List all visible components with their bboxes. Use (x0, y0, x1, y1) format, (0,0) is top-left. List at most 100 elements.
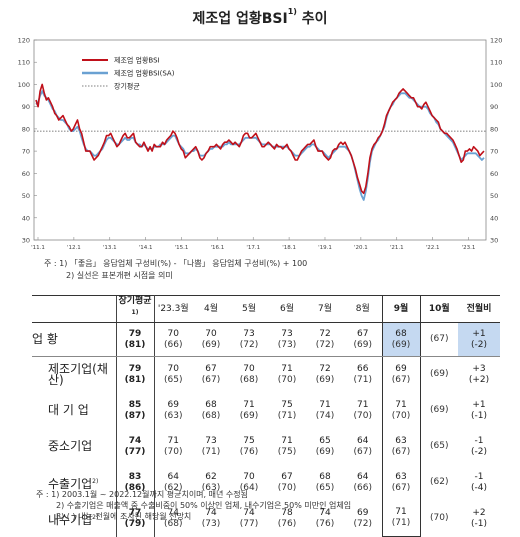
cell-diff: +1 (-1) (471, 399, 487, 421)
x-tick-label: '23.1 (462, 245, 476, 251)
cell-month: 73 (73) (268, 322, 306, 357)
cell-month: 74 (77) (239, 507, 259, 529)
y-tick-label-left: 110 (18, 59, 30, 67)
x-tick-label: '16.1 (210, 245, 224, 251)
cell-month: 73 (71) (201, 435, 221, 457)
row-label: 내수기업2) (48, 512, 99, 527)
chart-title: 제조업 업황BSI1) 추이 (192, 7, 328, 27)
y-tick-label-right: 60 (490, 170, 498, 178)
cell-month: 69 (72) (353, 507, 372, 529)
x-tick-label: '11.1 (31, 245, 45, 251)
cell-month: 68 (69) (381, 322, 421, 357)
x-tick-label: '18.1 (282, 245, 296, 251)
y-tick-label-left: 50 (22, 192, 30, 200)
legend-label: 장기평균 (114, 82, 140, 91)
cell-month: 68 (68) (201, 399, 221, 421)
table-note-3: 3) ( ) 내는 전월에 조사된 해당월 전망치 (56, 512, 192, 521)
cell-month: 74 (73) (201, 507, 221, 529)
x-tick-label: '17.1 (246, 245, 260, 251)
cell-month: 70 (68) (239, 363, 259, 385)
y-tick-label-right: 80 (490, 125, 498, 133)
y-tick-label-left: 70 (22, 148, 30, 156)
title-footnote-mark: 1) (287, 7, 297, 16)
header-col: '23.3월 (154, 295, 192, 323)
x-tick-label: '12.1 (67, 245, 81, 251)
cell-month: 67 (69) (344, 322, 382, 357)
cell-month: 71 (70) (381, 392, 421, 429)
table-row: 업 황 79 (81) 70 (66) 70 (69) 73 (72) 73 (73) 72 (72) 6… (32, 322, 500, 357)
x-tick-label: '19.1 (318, 245, 332, 251)
cell-month: (62) (430, 477, 449, 487)
cell-diff: +2 (-1) (471, 507, 487, 529)
row-label: 업 황 (32, 322, 116, 357)
cell-month: 69 (63) (164, 399, 183, 421)
cell-month: 73 (72) (230, 322, 268, 357)
x-tick-label: '14.1 (139, 245, 153, 251)
plot-frame (33, 39, 487, 241)
cell-month: 75 (71) (277, 399, 297, 421)
header-col-current: 9월 (381, 295, 421, 323)
cell-month: 71 (75) (277, 435, 297, 457)
header-col: 8월 (344, 295, 382, 323)
cell-month: 64 (66) (353, 471, 372, 493)
legend-label: 제조업 업황BSI (114, 56, 160, 65)
x-tick-label: '13.1 (103, 245, 117, 251)
x-tick-label: '15.1 (175, 245, 189, 251)
cell-month: 72 (69) (315, 363, 335, 385)
y-tick-label-right: 70 (490, 148, 498, 156)
table-row: 수출기업2) 83 (86) 64 (62) 62 (63) 70 (64) 67 (70) 68 (6… (32, 464, 500, 501)
row-label: 수출기업2) (48, 476, 99, 491)
cell-month: 78 (76) (277, 507, 297, 529)
header-col: 4월 (192, 295, 230, 323)
x-tick-label: '21.1 (390, 245, 404, 251)
table-row: 중소기업 74 (77) 71 (70) 73 (71) 75 (76) 71 (75) 65 (69)… (32, 428, 500, 465)
cell-month: 70 (65) (164, 363, 183, 385)
cell-long-avg: 85 (87) (115, 392, 155, 429)
row-label: 제조기업(채산) (48, 361, 108, 387)
x-tick-label: '22.1 (426, 245, 440, 251)
header-col: 6월 (268, 295, 306, 323)
cell-month: 63 (67) (381, 428, 421, 465)
cell-month: 70 (66) (154, 322, 192, 357)
cell-month: 74 (68) (164, 507, 183, 529)
y-tick-label-right: 120 (490, 37, 502, 45)
header-col: 5월 (230, 295, 268, 323)
cell-diff: -1 (-4) (471, 471, 487, 493)
cell-month: 68 (65) (315, 471, 335, 493)
cell-month: 65 (69) (315, 435, 335, 457)
cell-month: 71 (70) (277, 363, 297, 385)
header-blank (32, 295, 116, 323)
cell-month: 74 (76) (315, 507, 335, 529)
y-tick-label-left: 90 (22, 103, 30, 111)
y-tick-label-right: 100 (490, 81, 502, 89)
cell-long-avg: 79 (81) (115, 356, 155, 393)
cell-month: 62 (63) (201, 471, 221, 493)
x-tick-label: '20.1 (354, 245, 368, 251)
cell-month: 71 (70) (353, 399, 372, 421)
cell-month: 72 (72) (306, 322, 344, 357)
cell-month: 71 (71) (381, 500, 421, 537)
row-label: 대 기 업 (48, 403, 89, 417)
header-col-diff: 전월비 (458, 295, 500, 323)
row-label-footnote: 2) (92, 477, 99, 485)
row-label: 중소기업 (48, 439, 93, 453)
cell-month: 71 (74) (315, 399, 335, 421)
cell-month: 67 (67) (201, 363, 221, 385)
bsi-table: 장기평균1) '23.3월 4월 5월 6월 7월 8월 9월 10월 전월비 … (32, 295, 500, 537)
cell-month: 71 (70) (164, 435, 183, 457)
cell-month: (67) (420, 322, 458, 357)
chart-note-2: 2) 실선은 표본개편 시점을 의미 (66, 271, 173, 280)
y-tick-label-left: 30 (22, 237, 30, 245)
y-tick-label-left: 80 (22, 125, 30, 133)
cell-month: 70 (64) (239, 471, 259, 493)
chart-note-1: 주 : 1) 「좋음」 응답업체 구성비(%) - 「나쁨」 응답업체 구성비(… (44, 259, 308, 268)
y-tick-label-right: 50 (490, 192, 498, 200)
cell-long-avg: 74 (77) (115, 428, 155, 465)
y-tick-label-left: 60 (22, 170, 30, 178)
y-tick-label-left: 40 (22, 214, 30, 222)
cell-month: 67 (70) (277, 471, 297, 493)
cell-long-avg: 79 (81) (115, 322, 155, 357)
cell-month: 66 (71) (353, 363, 372, 385)
cell-month: 63 (67) (381, 464, 421, 501)
cell-long-avg: 83 (86) (115, 464, 155, 501)
